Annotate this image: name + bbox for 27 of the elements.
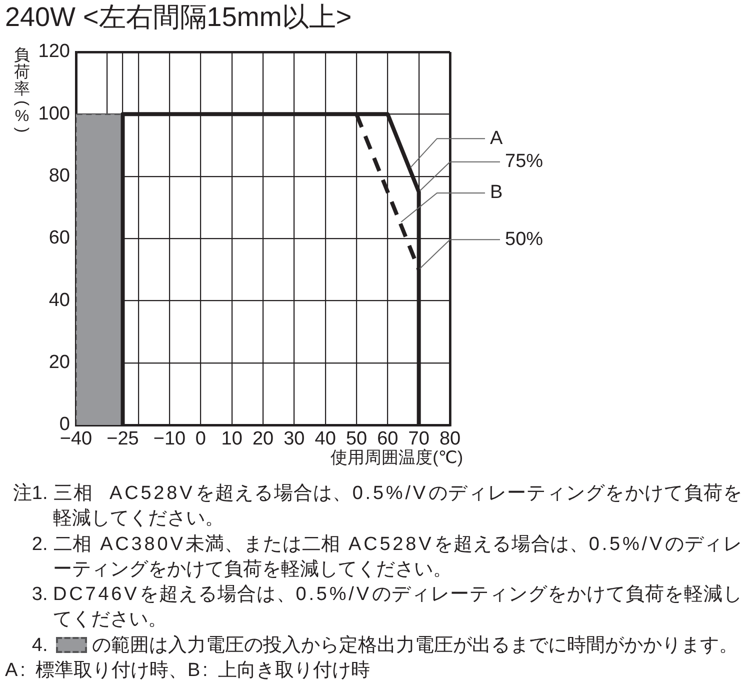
x-tick-label: −25 xyxy=(106,428,139,450)
y-tick-label: 60 xyxy=(48,228,70,249)
x-tick-label: −10 xyxy=(153,428,186,450)
y-tick-label: 0 xyxy=(59,414,70,436)
y-tick-label: 80 xyxy=(48,166,70,187)
x-tick-label: 50 xyxy=(346,428,368,450)
x-tick-label: 40 xyxy=(314,428,336,450)
x-tick-label: 70 xyxy=(408,428,430,450)
y-tick-label: 40 xyxy=(48,290,70,311)
x-tick-label: 80 xyxy=(439,428,461,450)
x-tick-label: 30 xyxy=(284,428,305,450)
y-tick-label: 100 xyxy=(38,103,70,124)
y-tick-label: 20 xyxy=(48,352,70,374)
y-tick-label: 120 xyxy=(38,41,70,62)
x-tick-label: 20 xyxy=(252,428,274,450)
text: 4. の範囲は入力電圧の投入から定格出力電圧が出るまでに時間がかかります。 xyxy=(32,634,738,656)
y-axis-title: 負荷率(%) xyxy=(14,46,31,133)
x-axis-title: 使用周囲温度(℃) xyxy=(330,447,463,469)
annotation: 50% xyxy=(505,228,544,250)
text: B xyxy=(490,182,503,204)
chart-title: 240W <左右間隔15mm以上> xyxy=(5,2,352,32)
x-tick-label: 10 xyxy=(221,428,242,450)
x-tick-label: 60 xyxy=(377,428,398,450)
text: A xyxy=(490,128,503,149)
annotation: 75% xyxy=(505,151,544,172)
text: A: 標準取り付け時、B: 上向き取り付け時 xyxy=(5,660,370,682)
x-tick-label: 0 xyxy=(195,428,206,450)
